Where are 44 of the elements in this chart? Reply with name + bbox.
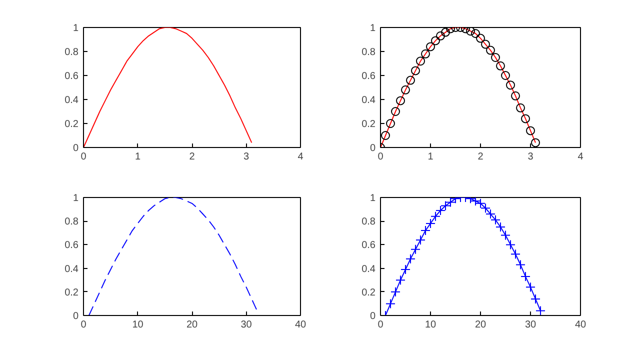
x-tick-label: 3 — [528, 152, 534, 162]
y-tick-label: 0.2 — [64, 119, 79, 130]
y-tick-label: 0 — [370, 311, 376, 322]
y-tick-label: 1 — [370, 193, 376, 204]
y-tick-label: 0.4 — [64, 264, 79, 275]
x-tick-label: 4 — [578, 152, 584, 162]
y-tick-label: 1 — [72, 193, 79, 204]
x-tick-label: 20 — [186, 320, 198, 330]
x-tick-label: 1 — [428, 152, 434, 162]
y-tick-label: 1 — [370, 23, 376, 34]
x-tick-label: 4 — [298, 152, 304, 162]
y-tick-label: 0.2 — [362, 119, 376, 130]
y-tick-label: 0.2 — [362, 287, 376, 298]
y-tick-label: 0.8 — [362, 47, 376, 58]
x-tick-label: 40 — [574, 320, 586, 330]
y-tick-label: 1 — [72, 23, 79, 34]
x-tick-label: 10 — [424, 320, 436, 330]
y-tick-label: 0.6 — [362, 240, 376, 252]
y-tick-label: 0.6 — [362, 71, 376, 82]
x-tick-label: 0 — [378, 152, 384, 162]
y-tick-label: 0.4 — [362, 95, 376, 106]
y-tick-label: 0.2 — [64, 287, 79, 298]
y-tick-label: 0.4 — [362, 264, 376, 275]
x-tick-label: 2 — [189, 152, 196, 162]
x-tick-label: 0 — [80, 152, 87, 162]
y-tick-label: 0 — [370, 143, 376, 154]
x-tick-label: 10 — [132, 320, 144, 330]
y-tick-label: 0 — [72, 311, 79, 322]
y-tick-label: 0.6 — [64, 240, 79, 252]
x-tick-label: 20 — [474, 320, 486, 330]
y-tick-label: 0 — [72, 143, 79, 154]
y-tick-label: 0.8 — [64, 216, 79, 228]
x-tick-label: 1 — [134, 152, 141, 162]
y-tick-label: 0.8 — [64, 47, 79, 58]
x-tick-label: 0 — [378, 320, 384, 330]
y-tick-label: 0.8 — [362, 216, 376, 228]
x-tick-label: 3 — [243, 152, 250, 162]
y-tick-label: 0.6 — [64, 71, 79, 82]
x-tick-label: 30 — [524, 320, 536, 330]
x-tick-label: 2 — [478, 152, 484, 162]
x-tick-label: 0 — [80, 320, 87, 330]
x-tick-label: 30 — [240, 320, 252, 330]
y-tick-label: 0.4 — [64, 95, 79, 106]
x-tick-label: 40 — [294, 320, 306, 330]
